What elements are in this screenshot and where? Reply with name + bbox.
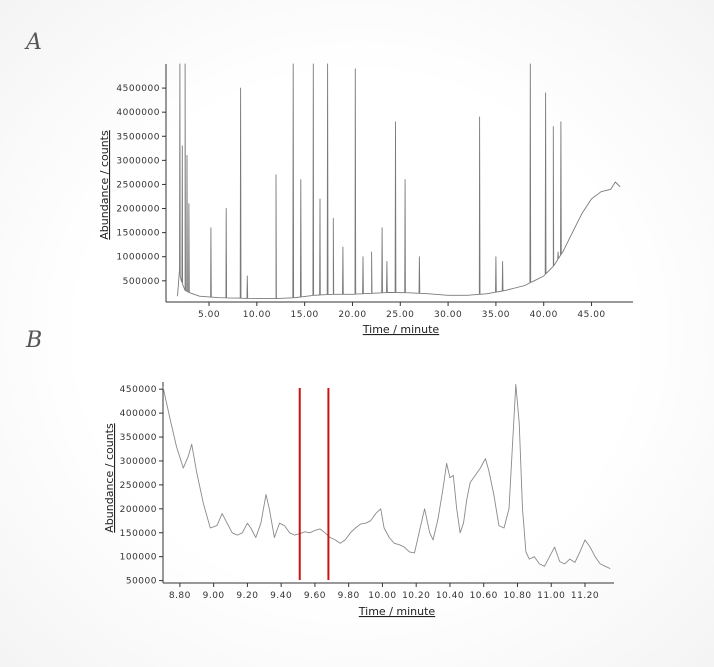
panel-b-y-tick-label: 50000 [126, 577, 157, 587]
panel-b-y-tick-label: 100000 [120, 553, 157, 563]
panel-a-y-tick-label: 4500000 [116, 84, 160, 94]
panel-b-x-tick-label: 8.80 [169, 591, 191, 601]
panel-a-y-tick-label: 2000000 [116, 205, 160, 215]
panel-b-y-tick-label: 350000 [120, 433, 157, 443]
panel-a-y-tick-label: 1000000 [116, 253, 160, 263]
panel-a-x-tick-label: 40.00 [530, 310, 558, 320]
panel-a-y-ticks: 500000 1000000 1500000 2000000 2500000 300000… [116, 84, 166, 287]
panel-b-axes: Time / minute Abundance / counts [103, 382, 614, 618]
panel-b-x-tick-label: 10.80 [503, 591, 531, 601]
panel-a-y-tick-label: 2500000 [116, 180, 160, 190]
panel-a-x-title: Time / minute [362, 323, 440, 336]
panel-label-b: B [26, 328, 43, 353]
panel-a-x-tick-label: 10.00 [243, 310, 271, 320]
panel-a-y-tick-label: 4000000 [116, 108, 160, 118]
panel-b-x-tick-label: 9.40 [270, 591, 292, 601]
panel-a-y-tick-label: 3000000 [116, 156, 160, 166]
panel-b-y-tick-label: 250000 [120, 481, 157, 491]
panel-b-y-tick-label: 150000 [120, 529, 157, 539]
panel-b-y-tick-label: 400000 [120, 409, 157, 419]
panel-b-x-title: Time / minute [358, 605, 436, 618]
panel-a-x-tick-label: 35.00 [482, 310, 510, 320]
panel-b-x-tick-label: 10.40 [436, 591, 464, 601]
panel-a-y-tick-label: 1500000 [116, 229, 160, 239]
panel-b-x-tick-label: 11.00 [537, 591, 565, 601]
panel-a-x-tick-label: 15.00 [291, 310, 319, 320]
panel-b-x-tick-label: 10.60 [470, 591, 498, 601]
panel-a-plot [177, 63, 621, 300]
panel-b-y-tick-label: 450000 [120, 385, 157, 395]
panel-a-x-tick-label: 20.00 [338, 310, 366, 320]
panel-b-plot [162, 383, 611, 580]
panel-a-y-tick-label: 500000 [123, 277, 160, 287]
panel-b-x-tick-label: 11.20 [571, 591, 599, 601]
panel-a-series-line [177, 63, 621, 300]
panel-b-x-tick-label: 9.80 [338, 591, 360, 601]
panel-b-x-tick-label: 10.00 [368, 591, 396, 601]
panel-b-y-title: Abundance / counts [103, 423, 116, 533]
panel-a-x-tick-label: 25.00 [386, 310, 414, 320]
panel-b-x-tick-label: 9.60 [304, 591, 326, 601]
panel-a-y-title: Abundance / counts [98, 130, 111, 240]
panel-b-y-tick-label: 300000 [120, 457, 157, 467]
panel-a-x-tick-label: 45.00 [577, 310, 605, 320]
panel-b-x-tick-label: 9.00 [203, 591, 225, 601]
panel-b-y-ticks: 50000 100000 150000 200000 250000 300000 35000… [120, 385, 163, 587]
panel-b-x-ticks: 8.80 9.00 9.20 9.40 9.60 9.80 10.00 10.20 10.40 1… [169, 583, 599, 601]
panel-label-a: A [26, 30, 42, 55]
panel-b-series-line [162, 383, 611, 570]
panel-a-x-tick-label: 30.00 [434, 310, 462, 320]
panel-a-x-ticks: 5.00 10.00 15.00 20.00 25.00 30.00 35.00 40.00 4… [198, 302, 605, 320]
panel-a-axes: Time / minute Abundance / counts [98, 64, 633, 336]
panel-a-y-tick-label: 3500000 [116, 132, 160, 142]
panel-b-x-tick-label: 9.20 [236, 591, 258, 601]
panel-a-x-tick-label: 5.00 [198, 310, 220, 320]
panel-b-y-tick-label: 200000 [120, 505, 157, 515]
panel-b-x-tick-label: 10.20 [402, 591, 430, 601]
